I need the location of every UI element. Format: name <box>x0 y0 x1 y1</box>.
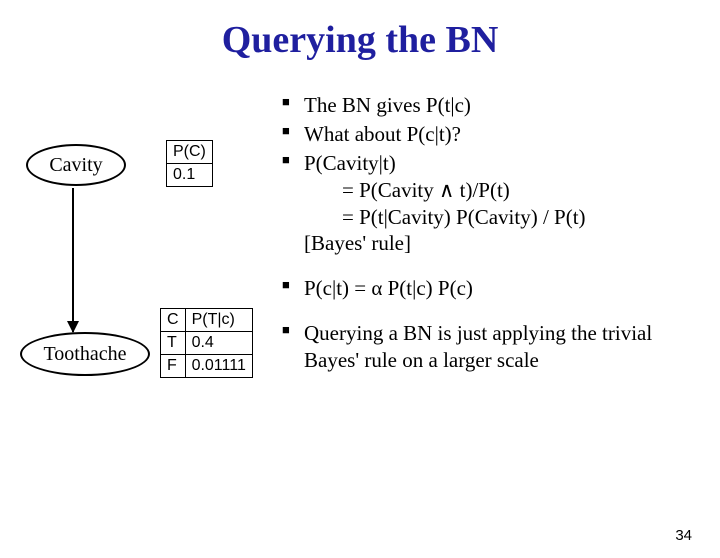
bullet-3-text: P(Cavity|t) <box>304 151 396 175</box>
edge-cavity-toothache <box>72 188 74 332</box>
table-ptc-r1c1: T <box>161 332 186 355</box>
bullet-5: Querying a BN is just applying the trivi… <box>282 320 702 374</box>
table-ptc-h1: C <box>161 309 186 332</box>
table-p-c: P(C) 0.1 <box>166 140 213 187</box>
node-toothache: Toothache <box>20 332 150 376</box>
bullet-1: The BN gives P(t|c) <box>282 92 702 119</box>
table-pc-header: P(C) <box>167 141 213 164</box>
bullet-3c: [Bayes' rule] <box>304 231 411 255</box>
table-pc-value: 0.1 <box>167 164 213 187</box>
slide-title: Querying the BN <box>0 18 720 62</box>
table-ptc-r2c1: F <box>161 355 186 378</box>
slide-number: 34 <box>675 527 692 544</box>
bullet-2: What about P(c|t)? <box>282 121 702 148</box>
bullet-3: P(Cavity|t) = P(Cavity ∧ t)/P(t) = P(t|C… <box>282 150 702 258</box>
table-p-t-given-c: C P(T|c) T 0.4 F 0.01111 <box>160 308 253 378</box>
bullet-3b: = P(t|Cavity) P(Cavity) / P(t) <box>304 204 702 231</box>
table-ptc-h2: P(T|c) <box>185 309 252 332</box>
table-ptc-r1c2: 0.4 <box>185 332 252 355</box>
bullet-list: The BN gives P(t|c) What about P(c|t)? P… <box>282 92 702 376</box>
node-cavity: Cavity <box>26 144 126 186</box>
bn-diagram: Cavity Toothache P(C) 0.1 C P(T|c) T 0.4… <box>20 112 270 432</box>
bullet-3a: = P(Cavity ∧ t)/P(t) <box>304 177 702 204</box>
slide-content: Cavity Toothache P(C) 0.1 C P(T|c) T 0.4… <box>0 62 720 532</box>
bullet-4: P(c|t) = α P(t|c) P(c) <box>282 275 702 302</box>
table-ptc-r2c2: 0.01111 <box>185 355 252 378</box>
